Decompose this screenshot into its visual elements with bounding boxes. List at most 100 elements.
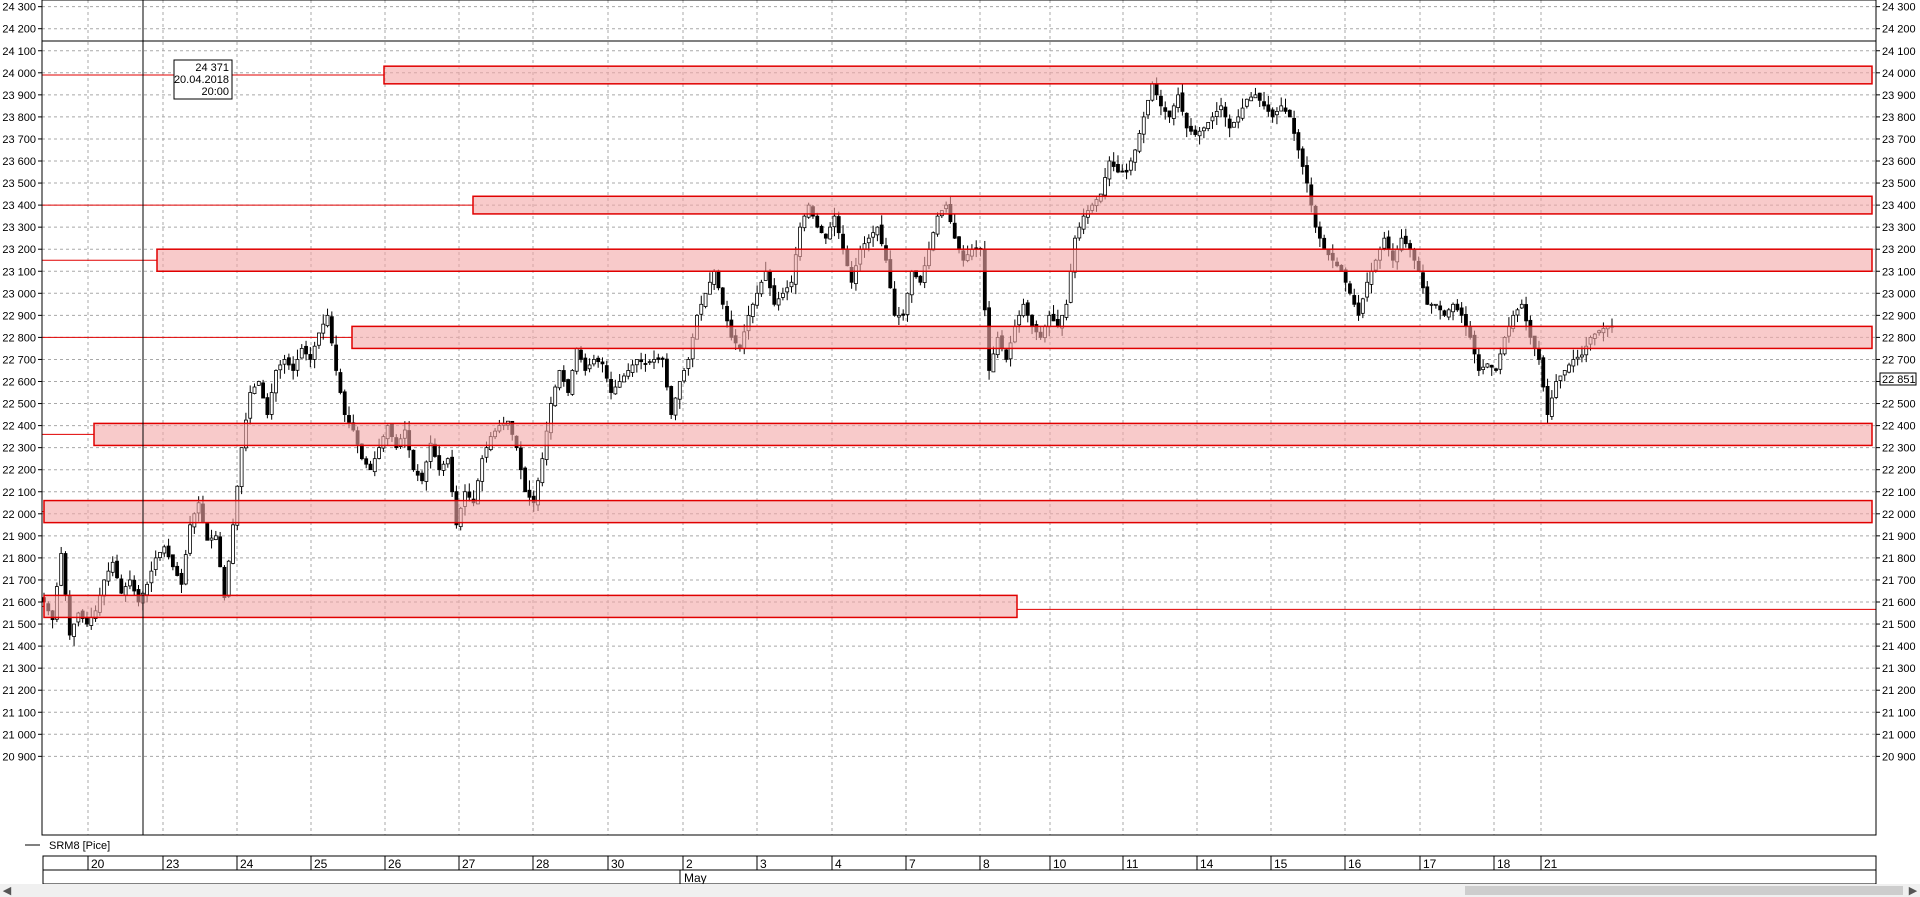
candle-body xyxy=(480,458,485,482)
candle-body xyxy=(484,447,489,458)
candle-body xyxy=(617,381,622,388)
date-label: 28 xyxy=(536,857,550,871)
candle-body xyxy=(832,215,837,228)
candle-body xyxy=(377,447,381,459)
candle-body xyxy=(1494,368,1498,371)
candle-body xyxy=(1481,366,1486,370)
candle-body xyxy=(1296,132,1301,151)
scroll-left-arrow-icon[interactable]: ◀ xyxy=(2,884,12,897)
candle-body xyxy=(828,226,833,240)
candle-body xyxy=(1107,160,1112,180)
candle-body xyxy=(1214,110,1219,117)
crosshair-readout: 24 371 20.04.2018 20:00 xyxy=(173,59,233,100)
price-zone[interactable] xyxy=(43,499,1873,524)
candle-body xyxy=(703,292,708,307)
y-tick-label-right: 21 800 xyxy=(1882,553,1916,565)
candle-body xyxy=(1300,148,1305,167)
candle-body xyxy=(252,386,257,394)
candle-body xyxy=(1386,236,1391,250)
y-tick-label-right: 23 200 xyxy=(1882,244,1916,256)
candle-body xyxy=(613,386,618,395)
axes: 20 900 20 900 21 000 21 000 21 100 21 100 21 2… xyxy=(2,0,1916,836)
candle-body xyxy=(566,379,570,393)
price-zone[interactable] xyxy=(43,594,1018,619)
candle-body xyxy=(991,353,996,373)
candle-body xyxy=(162,546,167,554)
plot-frame xyxy=(41,0,1877,836)
date-label: 26 xyxy=(388,857,402,871)
candle-body xyxy=(527,489,532,498)
price-zone[interactable] xyxy=(472,195,1873,215)
candle-body xyxy=(1262,101,1266,107)
candle-body xyxy=(1253,94,1258,99)
y-tick-label-left: 23 300 xyxy=(2,222,36,234)
candle-body xyxy=(1562,370,1567,376)
candle-body xyxy=(115,560,119,579)
candle-body xyxy=(1232,122,1236,128)
candle-body xyxy=(312,345,317,360)
y-tick-label-right: 23 000 xyxy=(1882,288,1916,300)
candle-body xyxy=(1348,283,1352,294)
crosshair xyxy=(42,0,1876,835)
y-tick-label-right: 21 200 xyxy=(1882,685,1916,697)
crosshair-time: 20:00 xyxy=(201,86,229,98)
date-label: 14 xyxy=(1200,857,1214,871)
support-resistance-zones[interactable] xyxy=(43,65,1873,619)
candle-body xyxy=(239,447,244,488)
y-tick-label-left: 23 700 xyxy=(2,134,36,146)
candle-body xyxy=(1567,364,1571,373)
price-zone[interactable] xyxy=(156,248,1873,272)
y-tick-label-left: 24 200 xyxy=(2,24,36,36)
candle-body xyxy=(222,566,227,598)
candle-body xyxy=(1446,309,1451,318)
candle-body xyxy=(213,535,218,541)
candle-body xyxy=(269,392,274,415)
candle-body xyxy=(282,359,287,365)
candle-body xyxy=(411,449,416,471)
candle-body xyxy=(1189,125,1193,132)
candle-body xyxy=(669,386,674,415)
candle-body xyxy=(862,243,867,250)
candle-body xyxy=(218,536,223,568)
candle-body xyxy=(716,270,721,289)
candle-body xyxy=(1159,95,1163,107)
price-zone[interactable] xyxy=(93,422,1873,447)
candle-body xyxy=(338,372,343,393)
candle-body xyxy=(931,232,936,251)
candle-body xyxy=(523,467,528,493)
candle-body xyxy=(128,579,132,587)
candle-body xyxy=(110,561,115,573)
y-tick-label-right: 23 900 xyxy=(1882,90,1916,102)
price-zone[interactable] xyxy=(383,65,1873,85)
candle-body xyxy=(1515,309,1520,316)
y-tick-label-right: 22 900 xyxy=(1882,310,1916,322)
candle-body xyxy=(347,415,351,423)
y-tick-label-right: 23 100 xyxy=(1882,266,1916,278)
date-label: 10 xyxy=(1053,857,1067,871)
candle-body xyxy=(892,288,897,316)
candle-body xyxy=(587,364,592,370)
scroll-right-arrow-icon[interactable]: ▶ xyxy=(1908,884,1918,897)
y-tick-label-right: 23 500 xyxy=(1882,178,1916,190)
y-tick-label-left: 21 600 xyxy=(2,597,36,609)
candle-body xyxy=(875,226,880,236)
price-zone[interactable] xyxy=(351,325,1873,350)
candle-body xyxy=(665,358,669,388)
candle-body xyxy=(1111,161,1116,167)
date-label: 23 xyxy=(166,857,180,871)
candle-body xyxy=(274,370,278,394)
candle-body xyxy=(1068,270,1073,303)
candle-body xyxy=(188,524,192,554)
scroll-thumb[interactable] xyxy=(1465,886,1903,895)
horizontal-scrollbar[interactable]: ◀ ▶ xyxy=(0,884,1920,897)
candle-body xyxy=(205,523,210,541)
y-tick-label-right: 21 300 xyxy=(1882,663,1916,675)
candle-body xyxy=(1575,356,1580,360)
candle-body xyxy=(579,349,583,360)
candle-body xyxy=(652,359,656,363)
candle-body xyxy=(677,381,682,400)
candle-body xyxy=(166,545,171,558)
y-tick-label-right: 24 100 xyxy=(1882,46,1916,58)
